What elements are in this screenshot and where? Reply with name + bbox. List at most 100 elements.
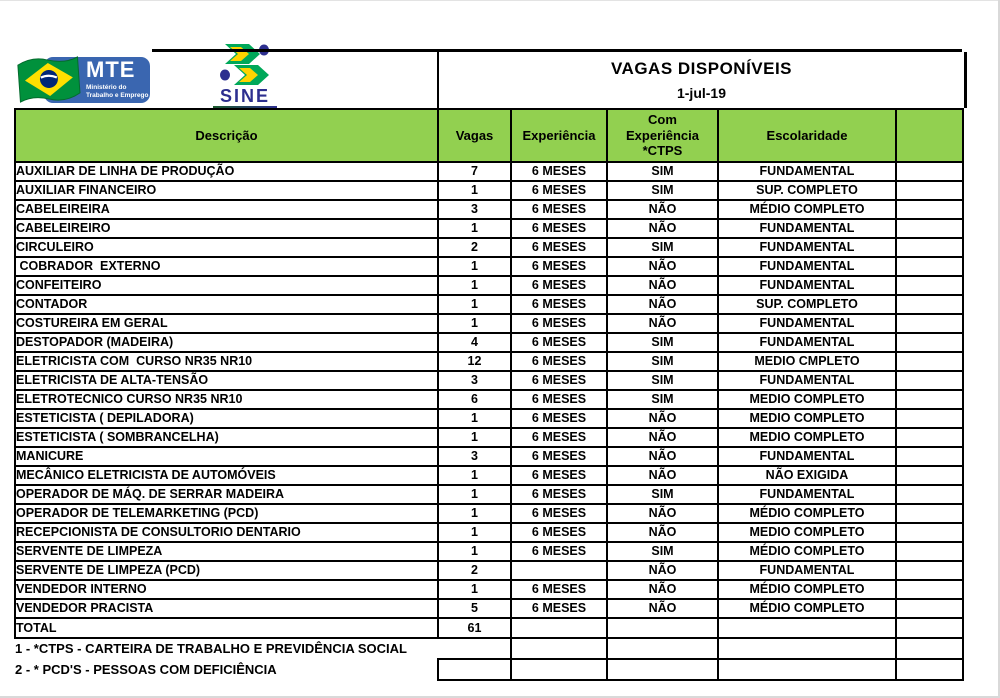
table-row: MANICURE 3 6 MESES NÃO FUNDAMENTAL xyxy=(14,446,964,467)
cell-descricao: OPERADOR DE MÁQ. DE SERRAR MADEIRA xyxy=(14,484,439,505)
cell-empty xyxy=(717,637,897,660)
col-header-experiencia: Experiência xyxy=(510,108,608,163)
cell-empty xyxy=(606,658,719,681)
table-row: VENDEDOR INTERNO 1 6 MESES NÃO MÉDIO COMPLET… xyxy=(14,579,964,600)
cell-escolaridade: MÉDIO COMPLETO xyxy=(717,598,897,619)
table-row: COBRADOR EXTERNO 1 6 MESES NÃO FUNDAMENTAL xyxy=(14,256,964,277)
cell-empty xyxy=(895,161,964,182)
cell-escolaridade: MÉDIO COMPLETO xyxy=(717,579,897,600)
cell-descricao: SERVENTE DE LIMPEZA xyxy=(14,541,439,562)
col-header-ctps: Com Experiência *CTPS xyxy=(606,108,719,163)
table-row: DESTOPADOR (MADEIRA) 4 6 MESES SIM FUNDAMENT… xyxy=(14,332,964,353)
total-value: 61 xyxy=(437,617,512,639)
table-row: COSTUREIRA EM GERAL 1 6 MESES NÃO FUNDAMENTA… xyxy=(14,313,964,334)
cell-experiencia: 6 MESES xyxy=(510,332,608,353)
total-row: TOTAL 61 xyxy=(14,617,964,639)
cell-vagas: 1 xyxy=(437,579,512,600)
cell-ctps: NÃO xyxy=(606,256,719,277)
table-row: OPERADOR DE TELEMARKETING (PCD) 1 6 MESES N… xyxy=(14,503,964,524)
cell-escolaridade: FUNDAMENTAL xyxy=(717,237,897,258)
cell-ctps: NÃO xyxy=(606,560,719,581)
cell-ctps: NÃO xyxy=(606,446,719,467)
table-top-border xyxy=(152,49,962,52)
cell-escolaridade: MÉDIO COMPLETO xyxy=(717,541,897,562)
cell-descricao: CIRCULEIRO xyxy=(14,237,439,258)
cell-experiencia: 6 MESES xyxy=(510,256,608,277)
cell-ctps: SIM xyxy=(606,541,719,562)
cell-empty xyxy=(895,446,964,467)
cell-descricao: CABELEIREIRA xyxy=(14,199,439,220)
cell-ctps: NÃO xyxy=(606,313,719,334)
cell-descricao: SERVENTE DE LIMPEZA (PCD) xyxy=(14,560,439,581)
cell-escolaridade: MEDIO COMPLETO xyxy=(717,522,897,543)
cell-escolaridade: MÉDIO COMPLETO xyxy=(717,199,897,220)
total-label: TOTAL xyxy=(14,617,439,639)
cell-vagas: 3 xyxy=(437,370,512,391)
cell-empty xyxy=(606,637,719,660)
cell-empty xyxy=(717,617,897,639)
cell-descricao: ESTETICISTA ( SOMBRANCELHA) xyxy=(14,427,439,448)
mte-logo-text: MTE Ministério do Trabalho e Emprego xyxy=(86,59,150,100)
cell-empty xyxy=(895,351,964,372)
column-header-row: Descrição Vagas Experiência Com Experiên… xyxy=(14,108,964,163)
cell-experiencia: 6 MESES xyxy=(510,218,608,239)
brazil-flag-icon xyxy=(17,56,81,103)
cell-empty xyxy=(510,658,608,681)
cell-empty xyxy=(895,237,964,258)
sine-name: SINE xyxy=(219,86,270,106)
cell-ctps: SIM xyxy=(606,237,719,258)
cell-experiencia: 6 MESES xyxy=(510,541,608,562)
cell-ctps: SIM xyxy=(606,484,719,505)
cell-descricao: COBRADOR EXTERNO xyxy=(14,256,439,277)
cell-ctps: NÃO xyxy=(606,218,719,239)
cell-empty xyxy=(895,579,964,600)
col-header-escolaridade: Escolaridade xyxy=(717,108,897,163)
cell-escolaridade: FUNDAMENTAL xyxy=(717,332,897,353)
cell-experiencia: 6 MESES xyxy=(510,408,608,429)
cell-empty xyxy=(510,637,608,660)
cell-escolaridade: MEDIO COMPLETO xyxy=(717,408,897,429)
table-row: CIRCULEIRO 2 6 MESES SIM FUNDAMENTAL xyxy=(14,237,964,258)
cell-descricao: ELETRICISTA COM CURSO NR35 NR10 xyxy=(14,351,439,372)
cell-vagas: 3 xyxy=(437,446,512,467)
table-row: OPERADOR DE MÁQ. DE SERRAR MADEIRA 1 6 MES… xyxy=(14,484,964,505)
cell-vagas: 1 xyxy=(437,180,512,201)
cell-empty xyxy=(895,658,964,681)
footnote-ctps: 1 - *CTPS - CARTEIRA DE TRABALHO E PREVI… xyxy=(15,641,407,656)
cell-escolaridade: NÃO EXIGIDA xyxy=(717,465,897,486)
cell-experiencia: 6 MESES xyxy=(510,275,608,296)
cell-ctps: SIM xyxy=(606,180,719,201)
cell-vagas: 2 xyxy=(437,237,512,258)
table-row: CONFEITEIRO 1 6 MESES NÃO FUNDAMENTAL xyxy=(14,275,964,296)
cell-descricao: ESTETICISTA ( DEPILADORA) xyxy=(14,408,439,429)
cell-escolaridade: FUNDAMENTAL xyxy=(717,313,897,334)
cell-ctps: NÃO xyxy=(606,465,719,486)
cell-empty xyxy=(895,294,964,315)
cell-descricao: MANICURE xyxy=(14,446,439,467)
table-row: SERVENTE DE LIMPEZA (PCD) 2 NÃO FUNDAMENTAL xyxy=(14,560,964,581)
cell-escolaridade: FUNDAMENTAL xyxy=(717,256,897,277)
report-header: VAGAS DISPONÍVEIS 1-jul-19 xyxy=(437,52,967,108)
cell-descricao: CONFEITEIRO xyxy=(14,275,439,296)
cell-empty xyxy=(895,332,964,353)
cell-vagas: 3 xyxy=(437,199,512,220)
col-header-vagas: Vagas xyxy=(437,108,512,163)
cell-vagas: 1 xyxy=(437,313,512,334)
cell-experiencia: 6 MESES xyxy=(510,522,608,543)
cell-ctps: SIM xyxy=(606,351,719,372)
cell-empty xyxy=(895,503,964,524)
cell-descricao: COSTUREIRA EM GERAL xyxy=(14,313,439,334)
table-row: CONTADOR 1 6 MESES NÃO SUP. COMPLETO xyxy=(14,294,964,315)
cell-empty xyxy=(895,180,964,201)
cell-vagas: 1 xyxy=(437,541,512,562)
report-date: 1-jul-19 xyxy=(676,85,726,101)
table-row: ESTETICISTA ( DEPILADORA) 1 6 MESES NÃO MEDI… xyxy=(14,408,964,429)
cell-escolaridade: FUNDAMENTAL xyxy=(717,446,897,467)
table-row: ELETROTECNICO CURSO NR35 NR10 6 6 MESES SIM… xyxy=(14,389,964,410)
cell-descricao: CABELEIREIRO xyxy=(14,218,439,239)
cell-descricao: ELETRICISTA DE ALTA-TENSÃO xyxy=(14,370,439,391)
cell-ctps: NÃO xyxy=(606,294,719,315)
cell-empty xyxy=(606,617,719,639)
cell-escolaridade: FUNDAMENTAL xyxy=(717,218,897,239)
table-row: CABELEIREIRA 3 6 MESES NÃO MÉDIO COMPLETO xyxy=(14,199,964,220)
